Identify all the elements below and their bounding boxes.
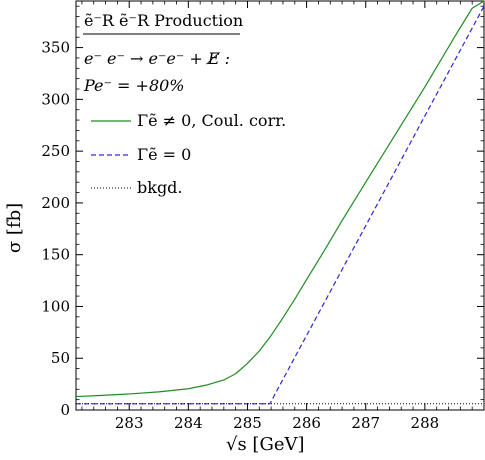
x-axis-label: √s [GeV]	[226, 434, 305, 455]
series-line-0	[75, 0, 485, 398]
series-line-1	[76, 5, 485, 405]
x-tick-label: 287	[351, 414, 380, 432]
x-tick-label: 284	[174, 414, 203, 432]
y-tick-label: 200	[41, 194, 70, 212]
ticks-layer: 283 284 285 286 287 288 0 50 100 150 200 250 300 350	[41, 1, 484, 432]
y-tick-label: 150	[41, 246, 70, 264]
process-annotation: e⁻ e⁻ → e⁻e⁻ + E̸ :	[84, 49, 230, 68]
series-layer	[75, 0, 485, 405]
plot-frame	[75, 0, 485, 411]
y-tick-label: 100	[41, 297, 70, 315]
x-tick-label: 283	[115, 414, 144, 432]
legend-label-series-1: Γẽ = 0	[137, 145, 191, 164]
y-tick-label: 250	[41, 142, 70, 160]
y-tick-label: 0	[60, 401, 70, 419]
x-tick-label: 285	[233, 414, 262, 432]
legend-label-series-0: Γẽ ≠ 0, Coul. corr.	[137, 111, 286, 130]
y-tick-label: 350	[41, 39, 70, 57]
y-axis-label: σ [fb]	[4, 203, 25, 253]
legend: Γẽ ≠ 0, Coul. corr. Γẽ = 0 bkgd.	[91, 111, 286, 197]
x-tick-label: 288	[411, 414, 440, 432]
chart-title: ẽ⁻R ẽ⁻R Production	[84, 11, 243, 30]
x-tick-label: 286	[292, 414, 321, 432]
legend-label-series-2: bkgd.	[137, 178, 183, 197]
y-tick-label: 300	[41, 90, 70, 108]
polarization-annotation: Pe⁻ = +80%	[83, 76, 185, 95]
y-tick-label: 50	[51, 349, 70, 367]
